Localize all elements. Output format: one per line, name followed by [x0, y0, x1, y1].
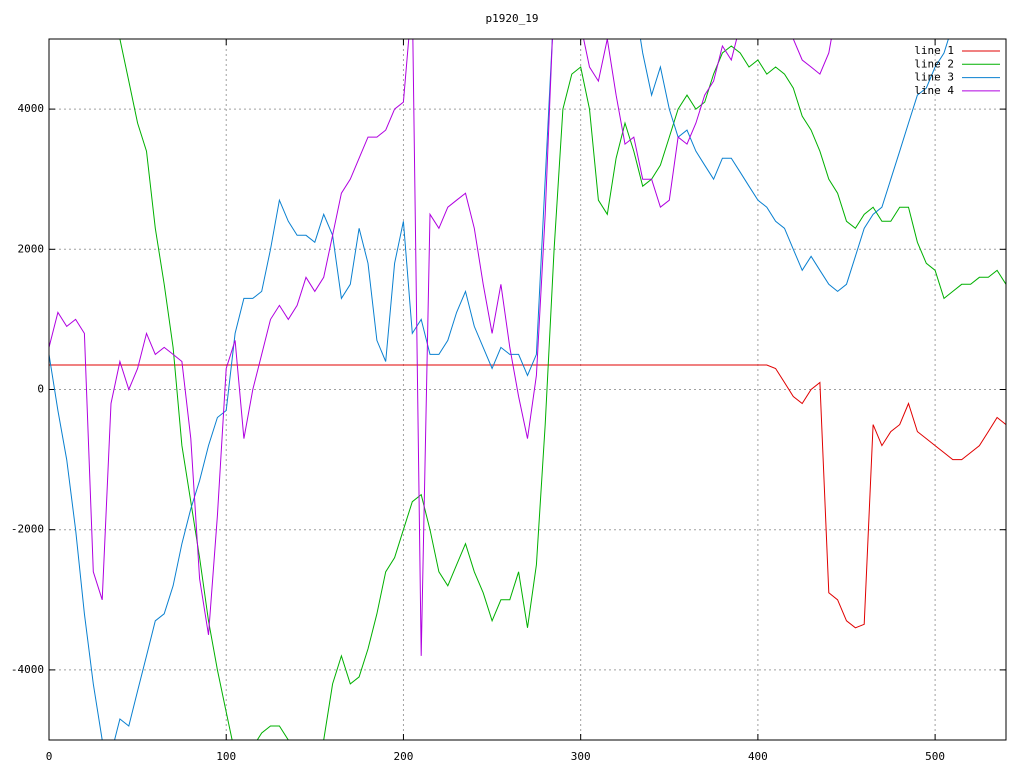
x-tick-label: 500: [925, 750, 945, 763]
data-line: [119, 39, 1006, 740]
y-tick-label: -2000: [11, 523, 44, 536]
data-line: [49, 39, 949, 740]
x-tick-label: 300: [571, 750, 591, 763]
data-line: [49, 39, 832, 656]
x-tick-label: 0: [46, 750, 53, 763]
y-tick-label: -4000: [11, 663, 44, 676]
x-tick-label: 100: [216, 750, 236, 763]
legend-label: line 4: [914, 84, 954, 97]
chart-title: p1920_19: [486, 12, 539, 25]
data-line: [49, 364, 1006, 629]
y-tick-label: 0: [37, 383, 44, 396]
plot-border: [48, 38, 1007, 741]
y-tick-label: 2000: [18, 242, 45, 255]
y-tick-label: 4000: [18, 102, 45, 115]
x-tick-label: 400: [748, 750, 768, 763]
legend-label: line 2: [914, 57, 954, 70]
plot-area: [49, 39, 1006, 740]
legend-label: line 1: [914, 44, 954, 57]
legend-label: line 3: [914, 71, 954, 84]
x-tick-label: 200: [394, 750, 414, 763]
